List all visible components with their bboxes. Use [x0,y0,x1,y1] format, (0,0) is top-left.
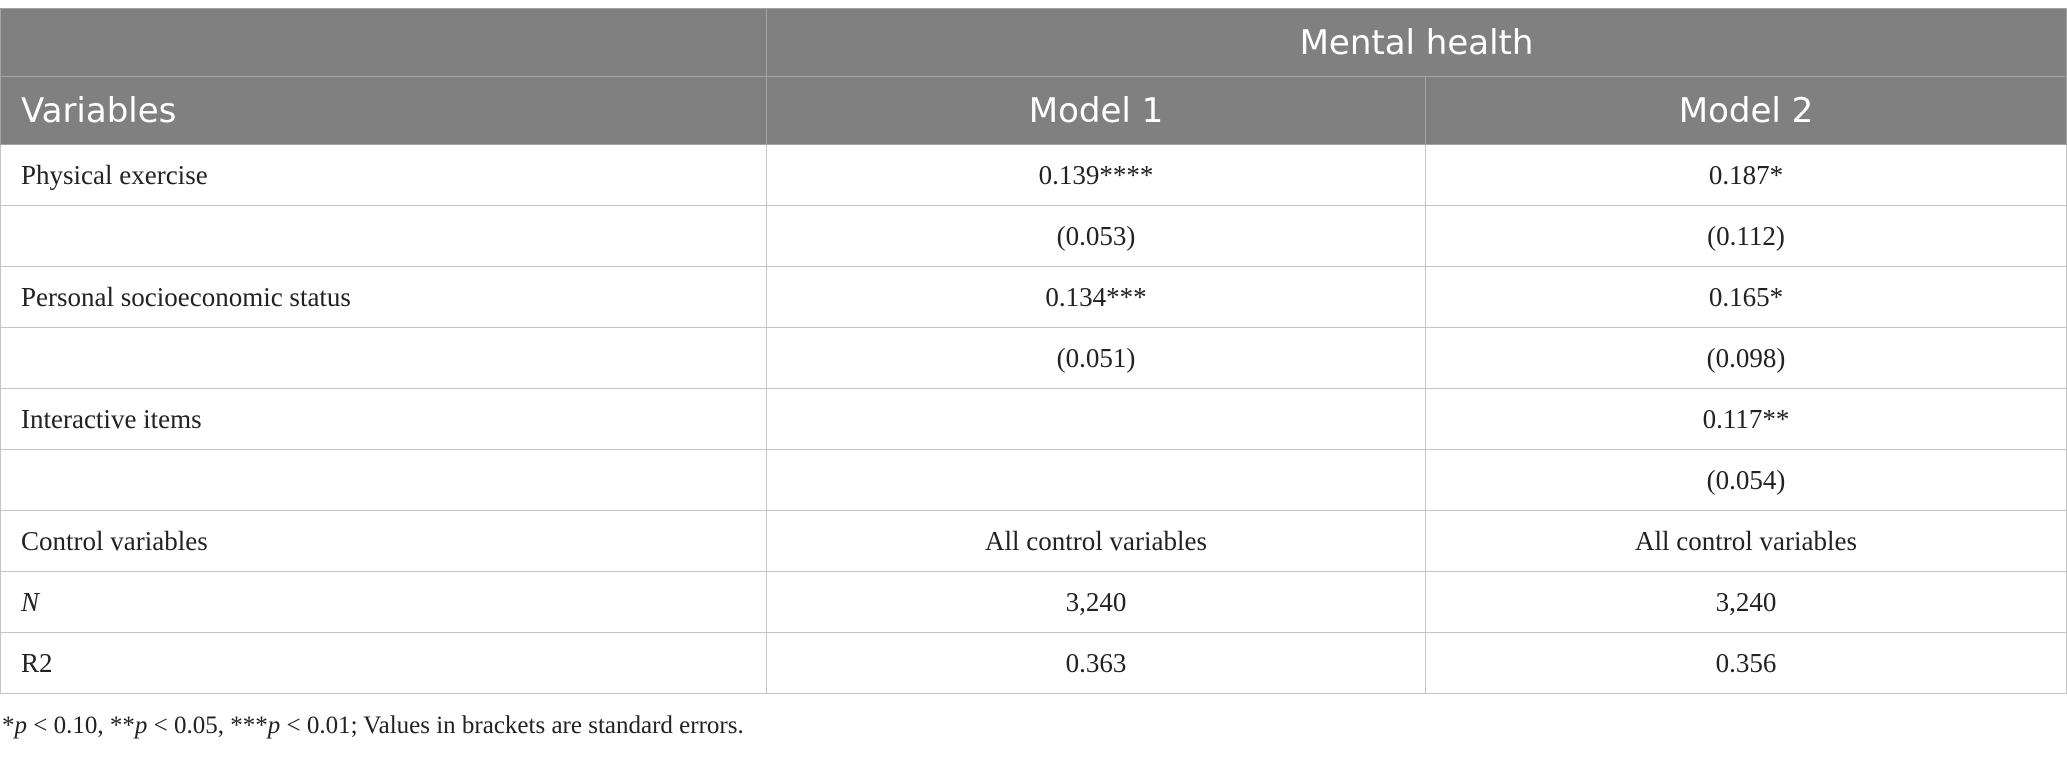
model-2-cell: (0.054) [1424,449,2067,511]
model-2-cell: (0.098) [1424,327,2067,389]
group-header-mental-health: Mental health [765,8,2067,77]
model-1-cell: 0.363 [766,632,1426,694]
model-1-cell: 0.139**** [766,144,1426,206]
row-label: N [0,571,767,633]
group-header-row: Mental health [0,8,2067,77]
model-2-cell: (0.112) [1424,205,2067,267]
footnote-p-2: p [134,712,148,739]
model-1-cell: 0.134*** [766,266,1426,328]
table-row: Control variables All control variables … [0,510,2067,572]
model-1-cell: (0.051) [766,327,1426,389]
footnote-stars-1: * [2,712,15,739]
group-header-empty-cell [0,8,767,77]
model-1-cell [766,449,1426,511]
row-label: Physical exercise [0,144,767,206]
model-2-cell: 0.165* [1424,266,2067,328]
table-row: (0.054) [0,449,2067,511]
model-2-cell: 0.187* [1424,144,2067,206]
footnote-threshold-2: < 0.05, [147,712,231,739]
model-1-cell [766,388,1426,450]
table-row: Personal socioeconomic status 0.134*** 0… [0,266,2067,328]
model-2-cell: 0.356 [1424,632,2067,694]
model-1-cell: All control variables [766,510,1426,572]
row-label [0,327,767,389]
table-row: Interactive items 0.117** [0,388,2067,450]
row-label: Personal socioeconomic status [0,266,767,328]
row-label: Control variables [0,510,767,572]
table-row: R2 0.363 0.356 [0,632,2067,694]
footnote-stars-3: *** [230,712,268,739]
footnote-threshold-3: < 0.01; Values in brackets are standard … [280,712,744,739]
table-row: Physical exercise 0.139**** 0.187* [0,144,2067,206]
table-row: (0.053) (0.112) [0,205,2067,267]
column-header-model-1: Model 1 [766,76,1426,145]
model-2-cell: All control variables [1424,510,2067,572]
model-2-cell: 0.117** [1424,388,2067,450]
table-footnote: *p < 0.10, **p < 0.05, ***p < 0.01; Valu… [2,712,744,740]
row-label: R2 [0,632,767,694]
footnote-stars-2: ** [109,712,135,739]
table-row: N 3,240 3,240 [0,571,2067,633]
model-2-cell: 3,240 [1424,571,2067,633]
table-row: (0.051) (0.098) [0,327,2067,389]
column-header-variables: Variables [0,76,767,145]
row-label: Interactive items [0,388,767,450]
row-label [0,449,767,511]
footnote-threshold-1: < 0.10, [27,712,110,739]
column-header-model-2: Model 2 [1424,76,2067,145]
column-header-row: Variables Model 1 Model 2 [0,76,2067,145]
footnote-p-1: p [14,712,28,739]
row-label [0,205,767,267]
table-body: Physical exercise 0.139**** 0.187* (0.05… [0,144,2067,694]
table-header: Mental health Variables Model 1 Model 2 [0,8,2067,145]
footnote-p-3: p [267,712,281,739]
regression-table: Mental health Variables Model 1 Model 2 … [0,8,2067,694]
regression-table-container: Mental health Variables Model 1 Model 2 … [0,8,2067,694]
model-1-cell: 3,240 [766,571,1426,633]
model-1-cell: (0.053) [766,205,1426,267]
